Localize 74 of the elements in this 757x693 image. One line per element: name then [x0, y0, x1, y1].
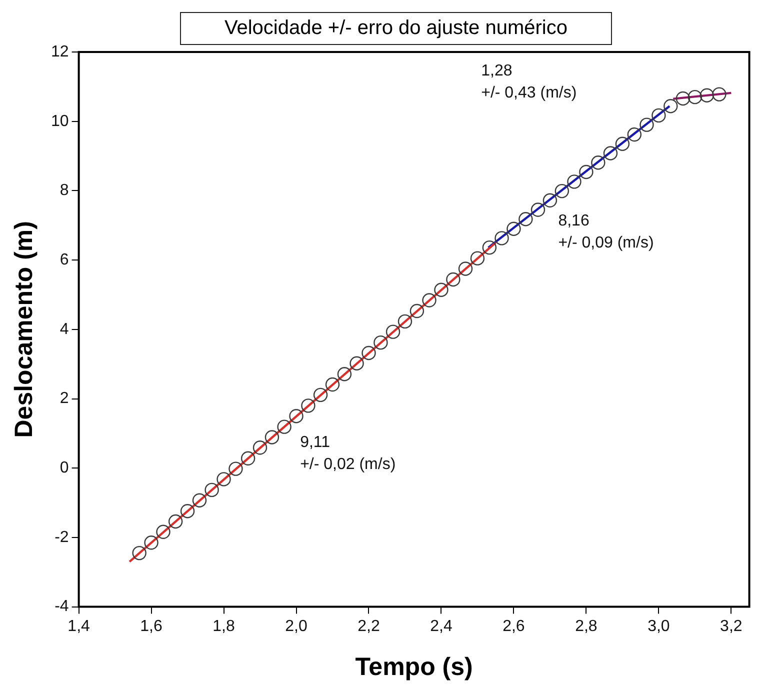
point — [506, 222, 521, 236]
x-tick-label: 2,6 — [502, 618, 525, 635]
y-tick-label: -2 — [54, 528, 69, 546]
point — [180, 504, 195, 518]
y-tick-label: 12 — [51, 43, 69, 60]
point — [301, 398, 316, 413]
point — [494, 231, 509, 246]
x-axis-title: Tempo (s) — [355, 652, 473, 681]
y-tick-label: 0 — [60, 460, 69, 477]
point — [458, 262, 473, 276]
point — [530, 202, 546, 217]
point — [652, 108, 666, 123]
point — [313, 388, 328, 402]
point — [156, 524, 170, 539]
point — [579, 164, 594, 180]
x-tick-label: 2,0 — [285, 618, 308, 635]
point — [374, 335, 388, 350]
point — [410, 304, 424, 318]
point — [482, 240, 497, 255]
chart-title: Velocidade +/- erro do ajuste numérico — [180, 12, 612, 45]
point — [204, 482, 219, 498]
x-tick-label: 2,8 — [575, 618, 598, 635]
y-tick-label: 2 — [60, 390, 69, 408]
point — [277, 420, 292, 434]
point — [362, 346, 376, 360]
y-tick-label: 4 — [60, 320, 69, 338]
point — [446, 272, 460, 287]
y-tick-label: 10 — [51, 112, 69, 130]
point — [603, 146, 618, 160]
point — [422, 293, 436, 308]
y-tick-label: 8 — [60, 182, 69, 200]
point — [264, 430, 280, 444]
y-tick-label: -4 — [54, 598, 69, 616]
point — [700, 88, 714, 102]
x-tick-label: 3,0 — [648, 618, 670, 635]
point — [554, 184, 570, 198]
point — [192, 493, 207, 508]
annotation: 9,11 +/- 0,02 (m/s) — [300, 434, 396, 474]
point — [567, 174, 582, 189]
point — [386, 324, 400, 339]
point — [216, 472, 231, 486]
x-tick-label: 1,8 — [212, 618, 235, 635]
point — [434, 282, 448, 297]
annotation: 8,16 +/- 0,09 (m/s) — [558, 212, 654, 252]
point — [398, 314, 412, 329]
point — [712, 87, 726, 102]
point — [470, 251, 485, 266]
x-tick-label: 1,6 — [140, 618, 162, 635]
point — [289, 408, 304, 424]
x-tick-label: 3,2 — [720, 618, 742, 635]
point — [591, 156, 606, 170]
y-tick-label: 6 — [60, 251, 69, 268]
x-tick-label: 2,4 — [430, 618, 452, 635]
point — [640, 118, 654, 132]
point — [350, 356, 364, 370]
point — [228, 462, 243, 476]
point — [518, 212, 533, 226]
point — [542, 193, 558, 208]
point — [252, 440, 268, 455]
point — [325, 377, 340, 392]
point — [676, 91, 690, 106]
point — [627, 127, 642, 142]
y-axis-title: Deslocamento (m) — [10, 221, 38, 438]
point — [337, 367, 352, 382]
point — [240, 451, 256, 466]
point — [615, 136, 630, 151]
point — [688, 90, 702, 104]
annotation: 1,28 +/- 0,43 (m/s) — [481, 62, 577, 102]
point — [144, 536, 158, 550]
x-tick-label: 1,4 — [68, 618, 90, 635]
point — [132, 546, 146, 560]
point — [168, 514, 183, 529]
point — [664, 98, 678, 114]
x-tick-label: 2,2 — [358, 618, 380, 635]
